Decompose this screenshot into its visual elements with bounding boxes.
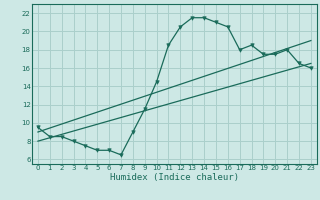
X-axis label: Humidex (Indice chaleur): Humidex (Indice chaleur) [110,173,239,182]
